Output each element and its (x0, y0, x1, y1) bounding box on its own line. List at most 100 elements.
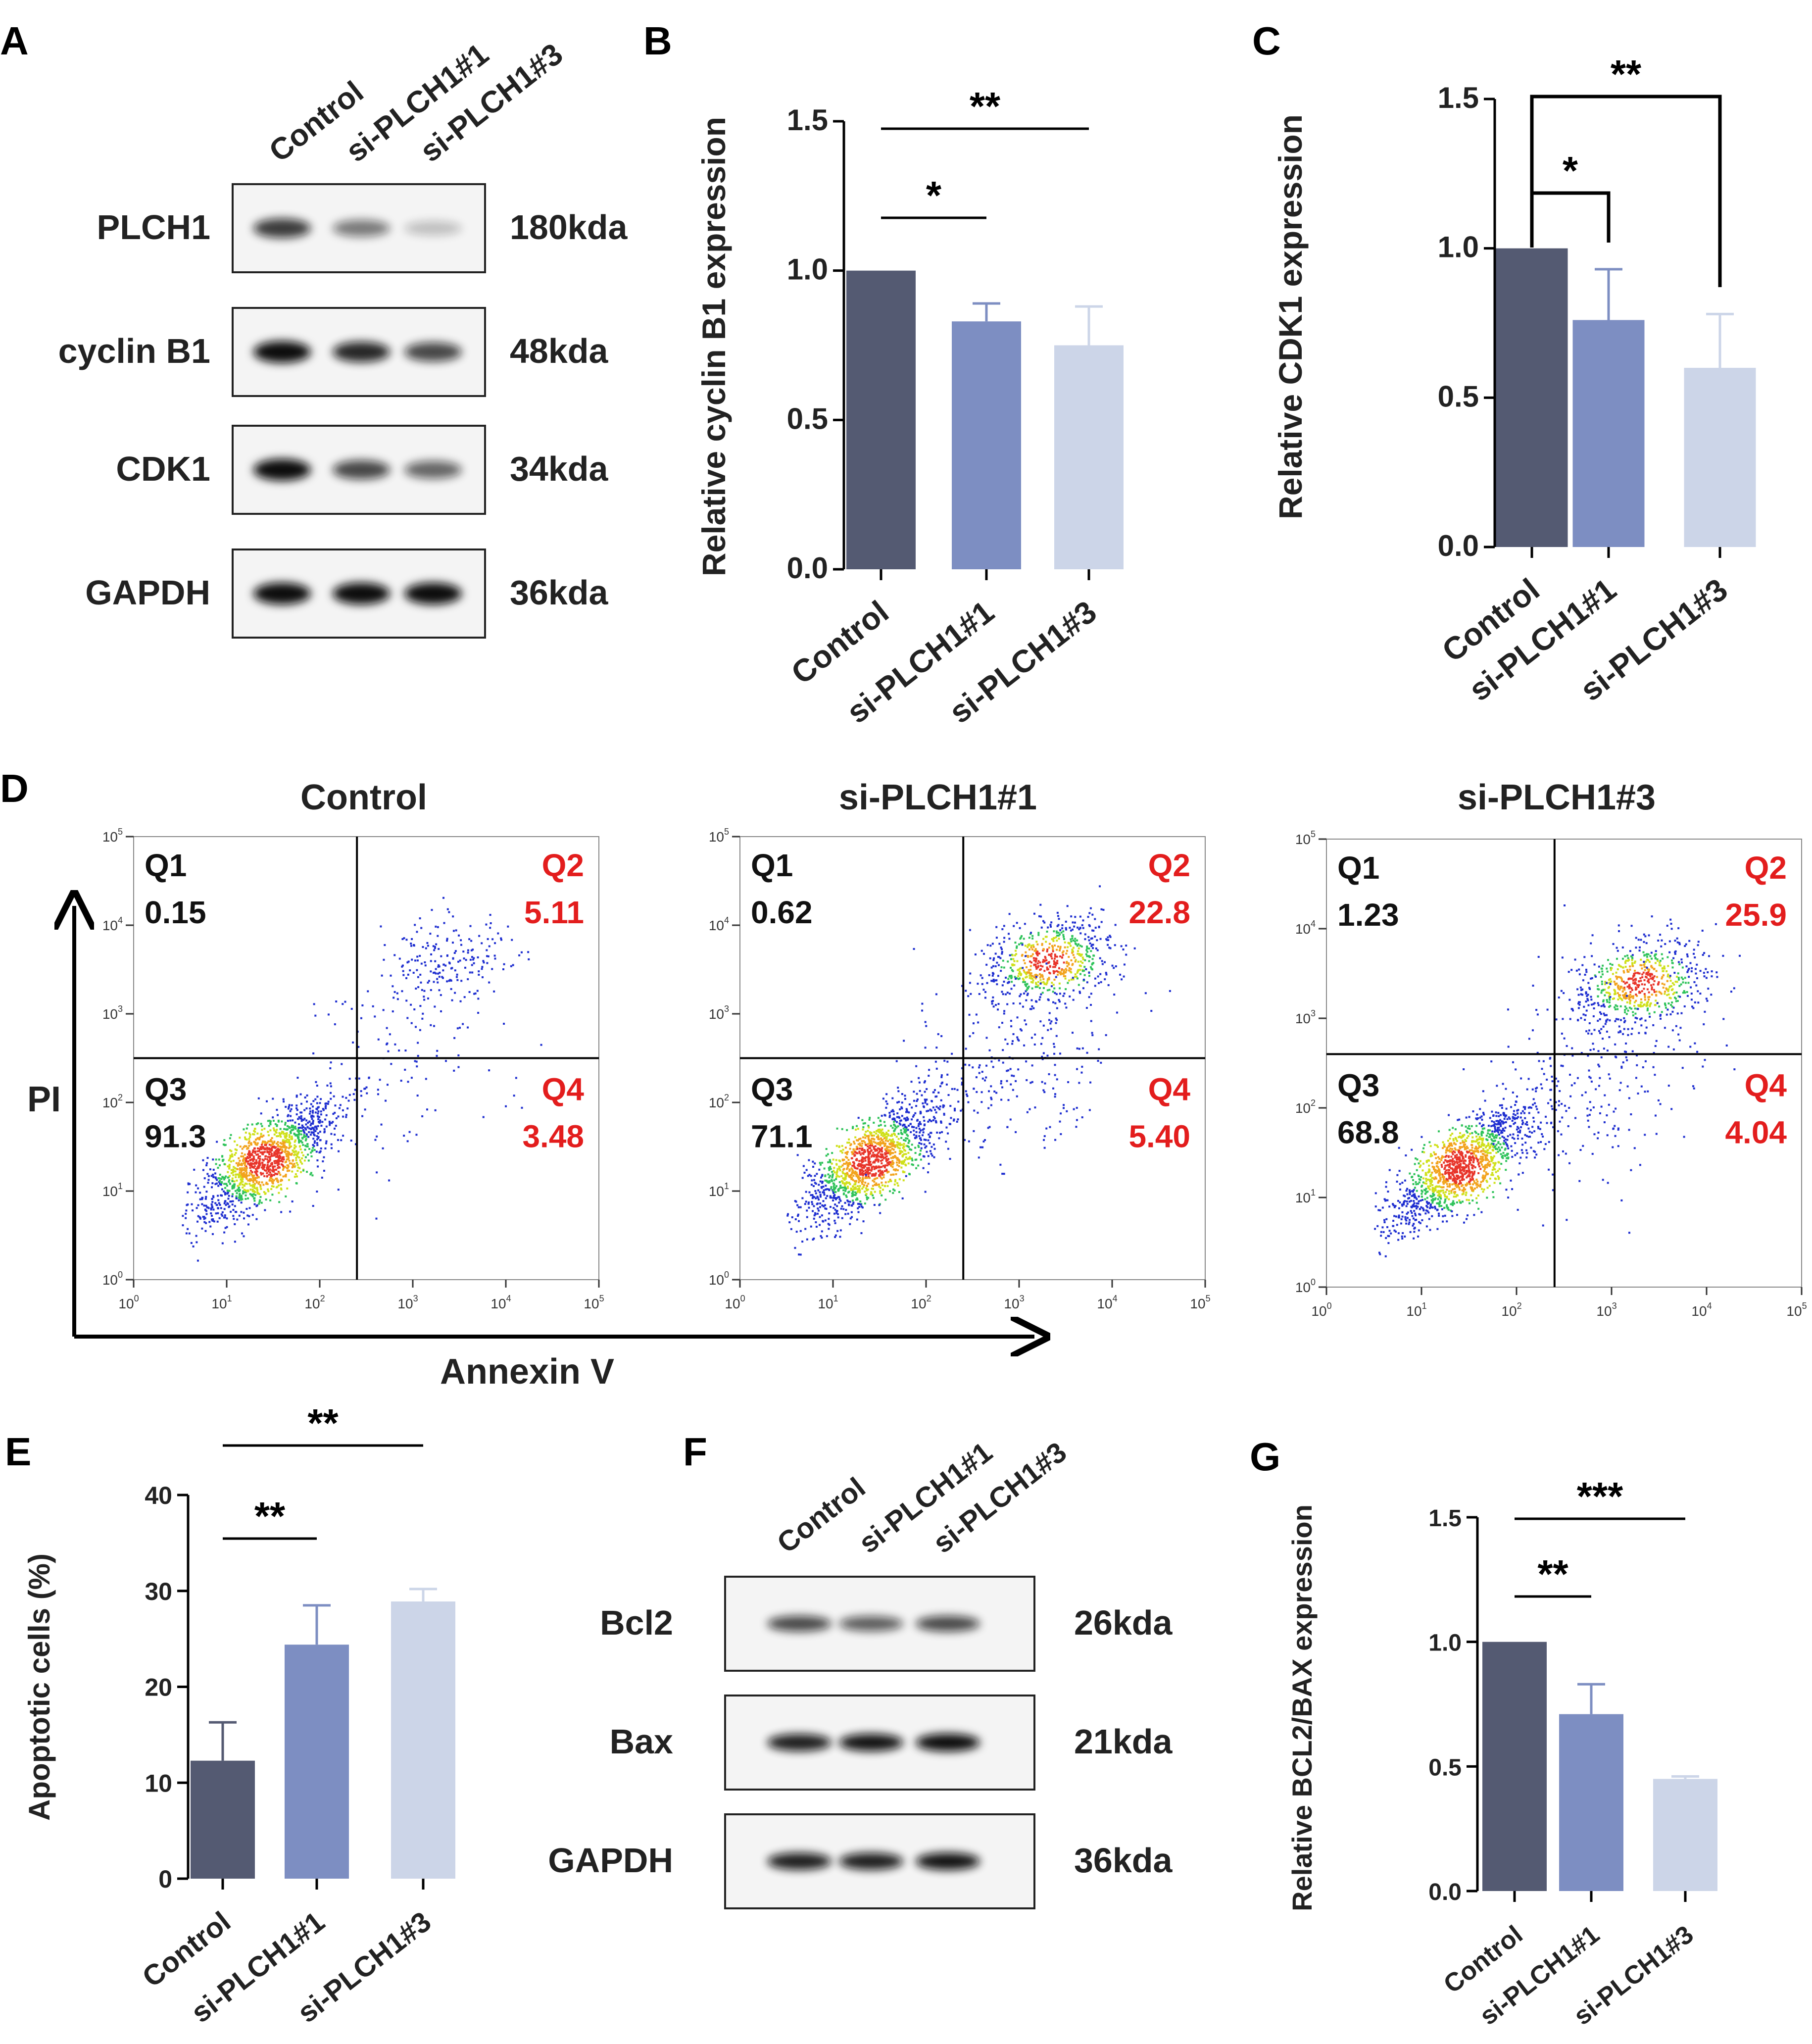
event-dot (275, 1152, 278, 1155)
event-dot (1010, 988, 1013, 990)
event-dot (868, 1140, 871, 1143)
event-dot (275, 1143, 278, 1145)
event-dot (330, 1147, 333, 1149)
event-dot (265, 1182, 268, 1184)
event-dot (280, 1187, 282, 1190)
event-dot (288, 1159, 291, 1162)
y-tick-label: 0.0 (1438, 529, 1479, 562)
x-tick-exponent: 0 (740, 1294, 745, 1303)
event-dot (1055, 936, 1057, 939)
event-dot (1411, 1206, 1413, 1208)
event-dot (818, 1209, 820, 1212)
event-dot (262, 1153, 264, 1155)
event-dot (1056, 955, 1058, 958)
event-dot (1019, 927, 1021, 929)
event-dot (330, 1085, 332, 1088)
event-dot (858, 1163, 860, 1165)
event-dot (290, 1145, 293, 1147)
event-dot (1497, 1150, 1499, 1153)
event-dot (1484, 1156, 1487, 1158)
event-dot (990, 966, 993, 969)
event-dot (863, 1167, 865, 1169)
event-dot (828, 1212, 831, 1215)
event-dot (460, 944, 463, 946)
event-dot (293, 1150, 295, 1153)
event-dot (1499, 1122, 1502, 1125)
event-dot (232, 1171, 234, 1174)
event-dot (327, 1100, 330, 1103)
event-dot (434, 946, 436, 948)
event-dot (254, 1179, 256, 1181)
event-dot (845, 1181, 848, 1184)
event-dot (847, 1162, 850, 1164)
event-dot (883, 1166, 886, 1168)
event-dot (1471, 1172, 1474, 1175)
event-dot (285, 1140, 287, 1142)
event-dot (811, 1179, 813, 1182)
event-dot (896, 1144, 898, 1146)
y-tick-exponent: 1 (1311, 1188, 1316, 1197)
event-dot (398, 957, 401, 960)
event-dot (833, 1167, 835, 1169)
event-dot (232, 1185, 234, 1187)
event-dot (890, 1141, 892, 1143)
event-dot (268, 1173, 270, 1176)
event-dot (324, 1102, 327, 1105)
event-dot (268, 1144, 271, 1146)
event-dot (360, 1095, 363, 1097)
event-dot (813, 1217, 815, 1220)
event-dot (1108, 947, 1111, 949)
event-dot (251, 1184, 253, 1187)
event-dot (1411, 1215, 1414, 1217)
event-dot (907, 1135, 909, 1137)
event-dot (1050, 926, 1052, 928)
event-dot (267, 1151, 269, 1154)
event-dot (885, 1150, 887, 1152)
event-dot (1028, 977, 1031, 979)
event-dot (1451, 1145, 1453, 1147)
event-dot (972, 1066, 974, 1069)
event-dot (982, 952, 985, 955)
event-dot (243, 1217, 245, 1220)
event-dot (438, 989, 441, 992)
event-dot (1090, 945, 1093, 947)
event-dot (1482, 1124, 1484, 1126)
event-dot (945, 1141, 947, 1143)
event-dot (1074, 973, 1077, 976)
event-dot (807, 1201, 810, 1204)
event-dot (899, 1120, 901, 1122)
event-dot (898, 1122, 901, 1125)
event-dot (1035, 957, 1037, 960)
event-dot (1056, 948, 1058, 951)
event-dot (1051, 945, 1053, 947)
event-dot (1380, 1231, 1382, 1233)
event-dot (991, 1002, 993, 1005)
event-dot (940, 1099, 942, 1101)
event-dot (925, 1025, 928, 1027)
event-dot (405, 999, 408, 1002)
event-dot (1462, 1140, 1464, 1142)
event-dot (1099, 885, 1101, 888)
event-dot (486, 949, 488, 951)
event-dot (867, 1172, 870, 1174)
event-dot (1066, 905, 1069, 907)
event-dot (1003, 981, 1005, 983)
event-dot (817, 1202, 819, 1205)
event-dot (193, 1168, 196, 1171)
event-dot (912, 1164, 914, 1166)
event-dot (896, 1121, 898, 1123)
event-dot (323, 1131, 326, 1134)
event-dot (218, 1217, 221, 1219)
event-dot (815, 1197, 817, 1199)
y-tick-label: 104 (1295, 919, 1316, 937)
event-dot (386, 1042, 389, 1045)
event-dot (846, 1173, 849, 1176)
event-dot (234, 1190, 237, 1192)
event-dot (848, 1182, 850, 1184)
event-dot (1071, 951, 1074, 954)
event-dot (312, 1120, 314, 1122)
event-dot (310, 1122, 312, 1125)
event-dot (435, 968, 437, 970)
event-dot (453, 1037, 456, 1039)
event-dot (946, 1060, 949, 1063)
